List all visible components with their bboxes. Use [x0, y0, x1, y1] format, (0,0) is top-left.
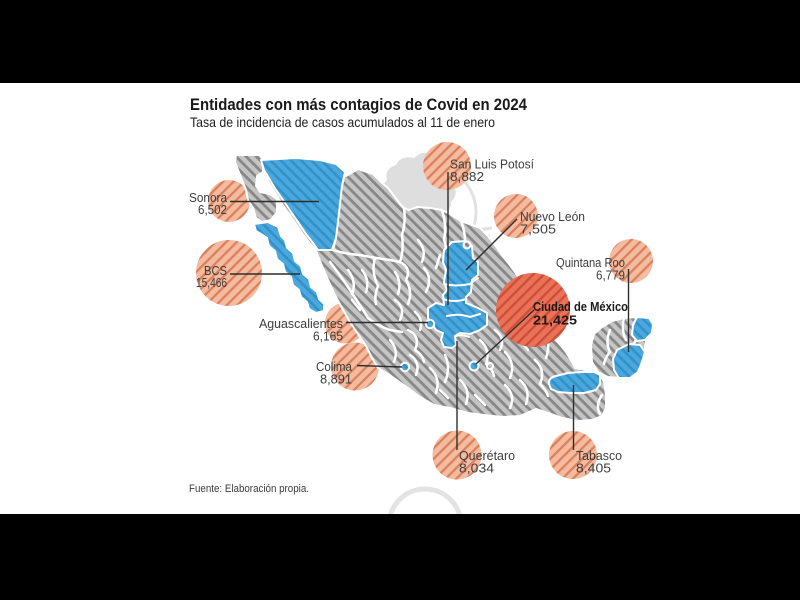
svg-text:6,165: 6,165 [313, 330, 343, 344]
svg-text:Entidades con más contagios de: Entidades con más contagios de Covid en … [190, 95, 527, 114]
svg-text:Colima: Colima [316, 360, 352, 374]
svg-text:6,779: 6,779 [596, 269, 625, 283]
svg-text:6,502: 6,502 [198, 203, 227, 217]
svg-text:Tabasco: Tabasco [576, 449, 622, 463]
svg-text:8,034: 8,034 [459, 462, 494, 476]
svg-text:BCS: BCS [204, 264, 227, 278]
svg-text:Fuente: Elaboración propia.: Fuente: Elaboración propia. [189, 483, 309, 495]
svg-text:7,505: 7,505 [520, 223, 556, 237]
svg-text:8,405: 8,405 [576, 462, 611, 476]
svg-text:Tasa de incidencia de casos ac: Tasa de incidencia de casos acumulados a… [190, 114, 495, 130]
svg-text:15,466: 15,466 [196, 276, 227, 290]
svg-text:21,425: 21,425 [533, 314, 577, 328]
svg-text:8,882: 8,882 [450, 170, 484, 184]
svg-text:Ciudad de México: Ciudad de México [533, 300, 628, 314]
svg-text:8,891: 8,891 [320, 373, 352, 387]
svg-text:Sonora: Sonora [189, 191, 227, 205]
svg-text:Aguascalientes: Aguascalientes [259, 317, 343, 331]
svg-text:Nuevo León: Nuevo León [520, 210, 585, 224]
svg-text:Querétaro: Querétaro [459, 449, 515, 463]
svg-text:Quintana Roo: Quintana Roo [556, 256, 625, 270]
svg-text:San Luis Potosí: San Luis Potosí [450, 158, 534, 172]
